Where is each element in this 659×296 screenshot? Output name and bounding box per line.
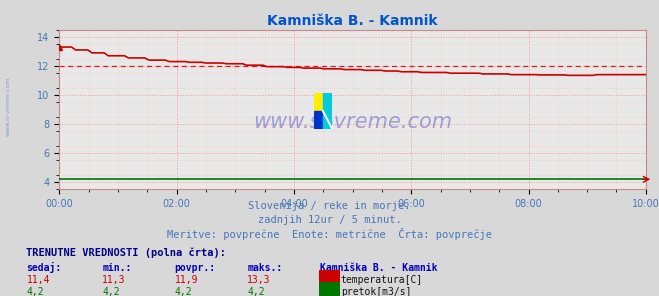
Polygon shape	[323, 111, 332, 129]
Text: zadnjih 12ur / 5 minut.: zadnjih 12ur / 5 minut.	[258, 215, 401, 226]
Text: www.si-vreme.com: www.si-vreme.com	[5, 77, 11, 136]
Text: Meritve: povprečne  Enote: metrične  Črta: povprečje: Meritve: povprečne Enote: metrične Črta:…	[167, 228, 492, 240]
Text: TRENUTNE VREDNOSTI (polna črta):: TRENUTNE VREDNOSTI (polna črta):	[26, 247, 226, 258]
Text: 4,2: 4,2	[247, 287, 265, 296]
Text: Slovenija / reke in morje.: Slovenija / reke in morje.	[248, 201, 411, 211]
Text: 4,2: 4,2	[102, 287, 120, 296]
Text: 13,3: 13,3	[247, 275, 271, 285]
Text: pretok[m3/s]: pretok[m3/s]	[341, 287, 411, 296]
Text: 11,3: 11,3	[102, 275, 126, 285]
Text: Kamniška B. - Kamnik: Kamniška B. - Kamnik	[320, 263, 437, 273]
Title: Kamniška B. - Kamnik: Kamniška B. - Kamnik	[268, 15, 438, 28]
Text: www.si-vreme.com: www.si-vreme.com	[253, 112, 452, 132]
Text: maks.:: maks.:	[247, 263, 282, 273]
Bar	[314, 93, 323, 111]
Text: sedaj:: sedaj:	[26, 262, 61, 273]
Bar	[314, 111, 323, 129]
Text: povpr.:: povpr.:	[175, 263, 215, 273]
Text: temperatura[C]: temperatura[C]	[341, 275, 423, 285]
Text: 4,2: 4,2	[26, 287, 44, 296]
Text: min.:: min.:	[102, 263, 132, 273]
Bar	[323, 93, 332, 111]
Text: 11,9: 11,9	[175, 275, 198, 285]
Text: 4,2: 4,2	[175, 287, 192, 296]
Text: 11,4: 11,4	[26, 275, 50, 285]
